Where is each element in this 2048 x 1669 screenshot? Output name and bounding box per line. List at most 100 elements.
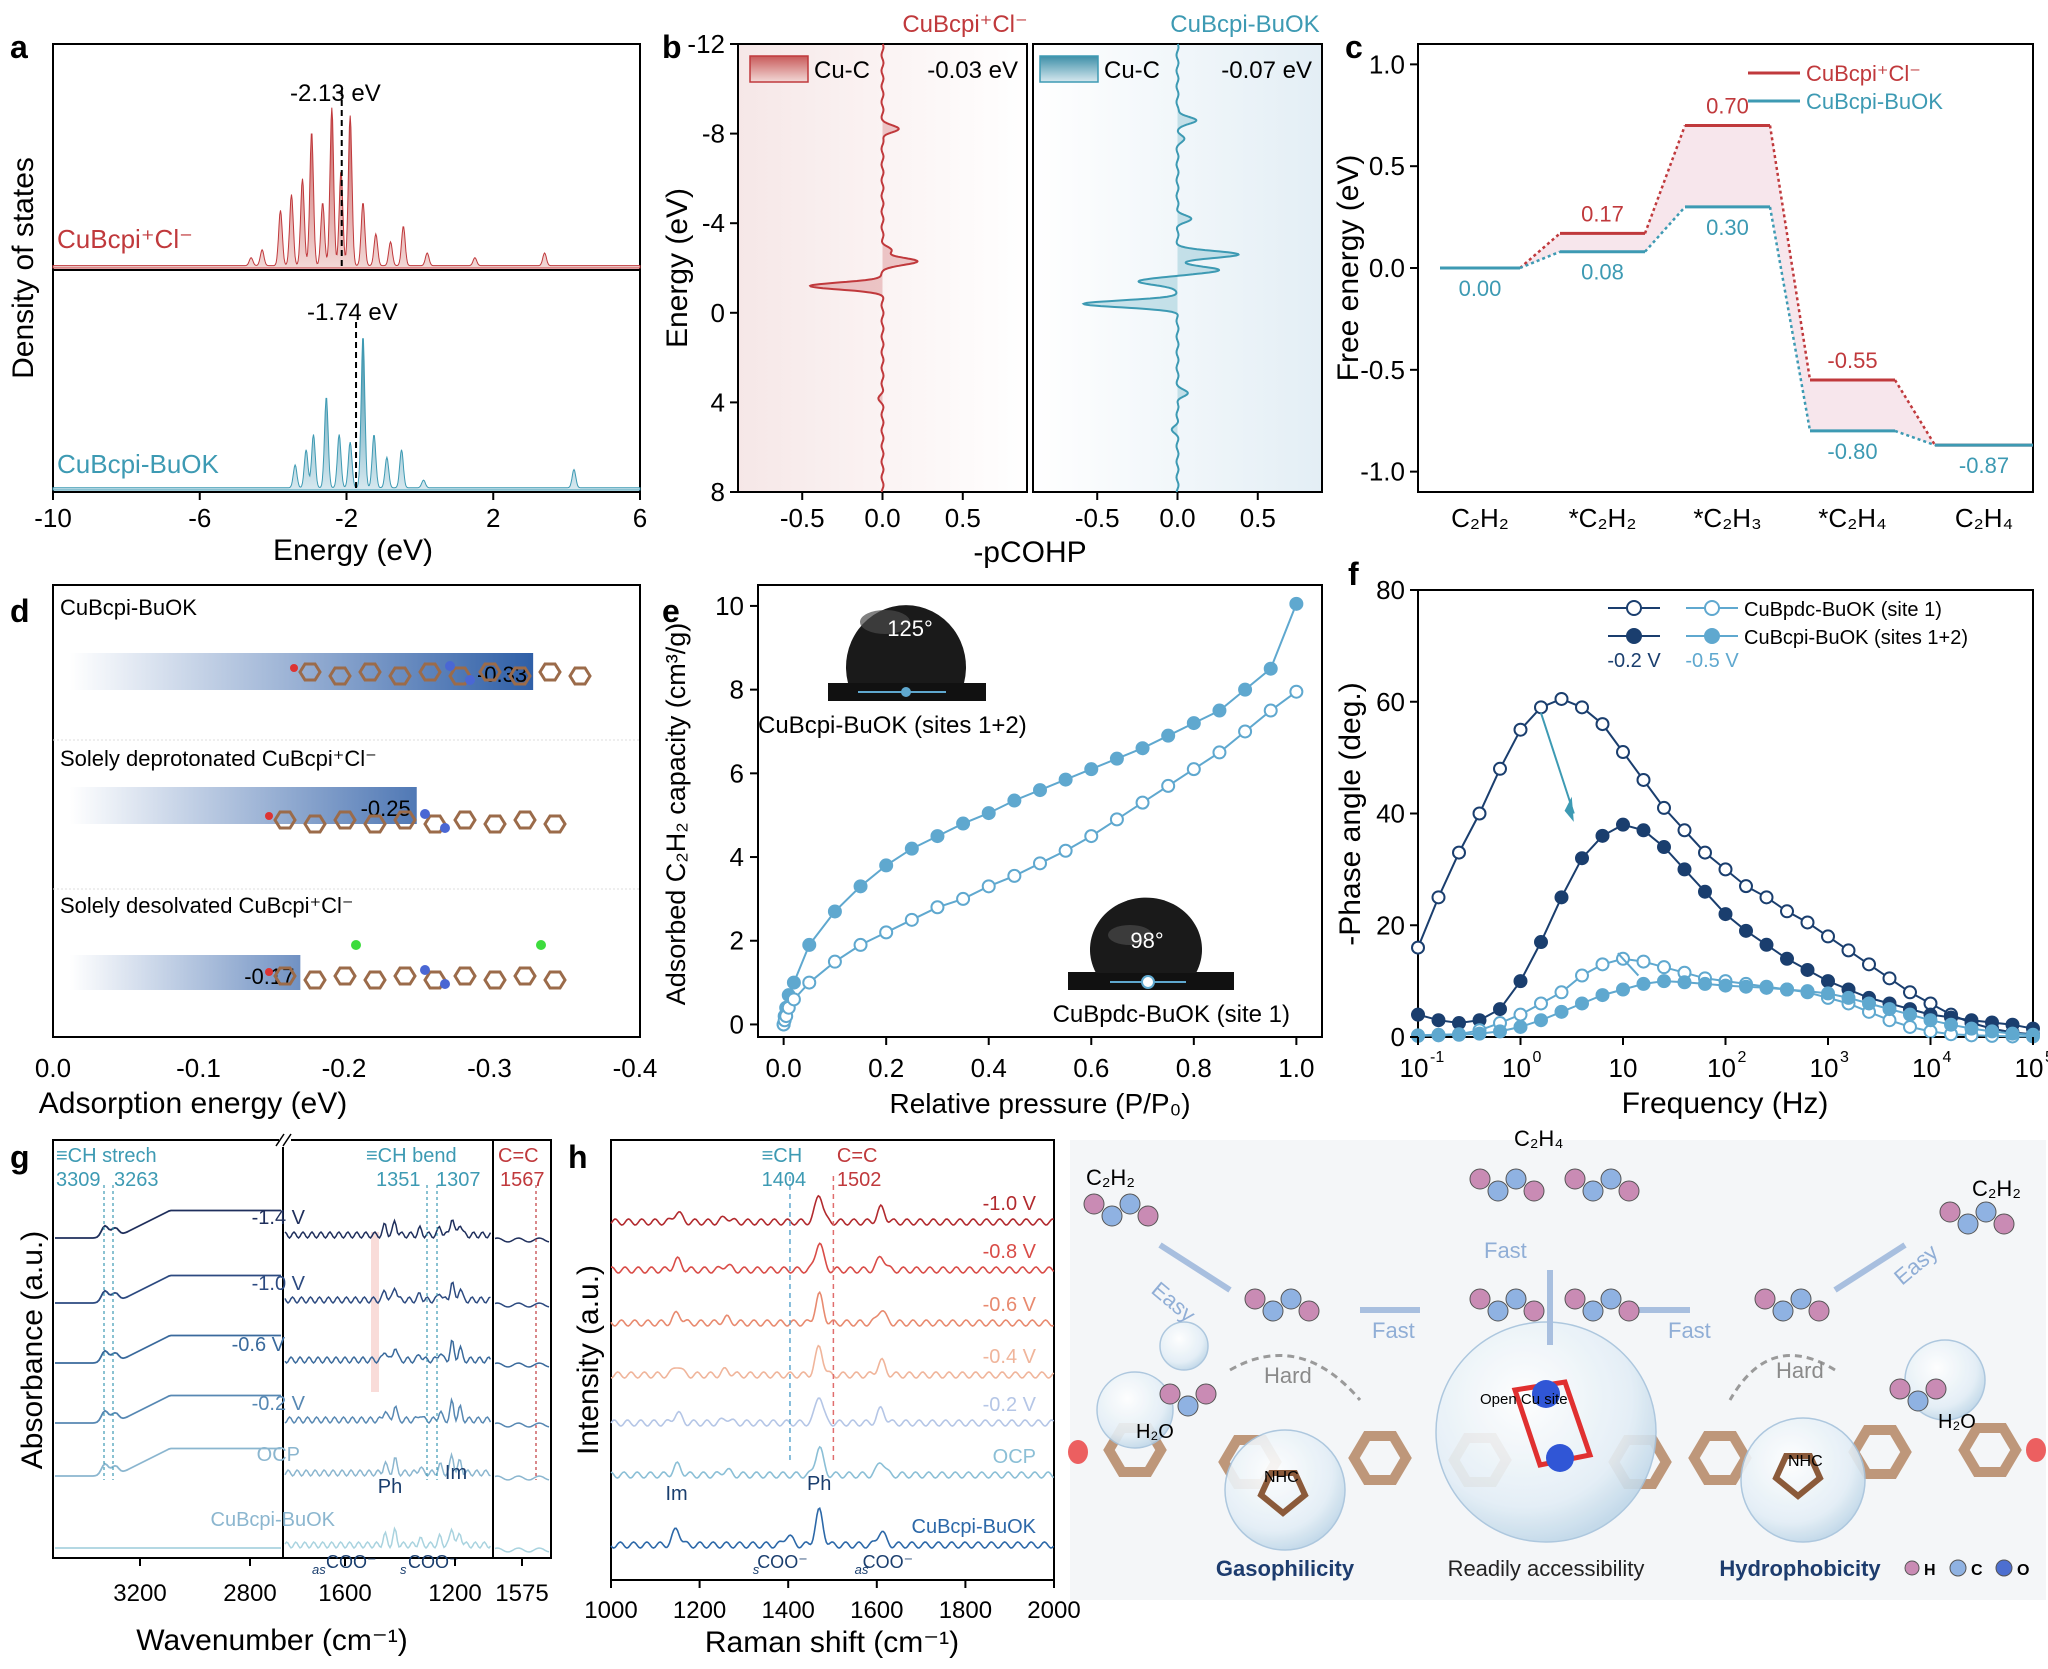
label-open-cu: Open Cu site [1480, 1391, 1568, 1408]
phase-point [1575, 968, 1589, 983]
phase-point [1903, 1007, 1917, 1022]
molecule-atom [1177, 1395, 1199, 1417]
energy-value-label: 0.08 [1581, 260, 1624, 285]
raman-annotation: s [753, 1562, 760, 1577]
y-tick-label-c: -1.0 [1360, 457, 1405, 487]
phase-point [1862, 957, 1876, 972]
raman-spectrum [610, 1445, 1055, 1479]
ir-spectrum-left [55, 1447, 281, 1477]
x-axis-label-a: Energy (eV) [273, 534, 433, 567]
energy-value-label: -0.55 [1827, 348, 1877, 373]
molecule-ring [358, 662, 382, 682]
adsorption-bar [70, 787, 417, 824]
y-tick-label-e: 10 [715, 591, 744, 621]
phase-point [1698, 884, 1712, 899]
phase-point [1493, 1024, 1507, 1039]
legend-f-voltage-1: -0.2 V [1607, 650, 1661, 672]
molecule-atom [1993, 1213, 2015, 1235]
label-hard-right: Hard [1776, 1358, 1824, 1383]
panel-letter-a: a [10, 29, 28, 65]
x-tick-exponent-f: 4 [1943, 1049, 1952, 1066]
atom-legend-o: O [2017, 1562, 2029, 1579]
molecule-atom [1280, 1288, 1302, 1310]
isotherm-point [1135, 741, 1150, 756]
phase-point [1534, 935, 1548, 950]
phase-point [1821, 974, 1835, 989]
x-category-label-c: *C₂H₂ [1569, 503, 1637, 533]
phase-point [1739, 923, 1753, 938]
x-tick-exponent-f: 3 [1840, 1049, 1849, 1066]
phase-point [1800, 984, 1815, 999]
phase-point [1657, 840, 1671, 855]
molecule-atom [1523, 1300, 1545, 1322]
dband-label-a-bottom: -1.74 eV [307, 299, 398, 326]
phase-point [1472, 1026, 1487, 1041]
molecule-atom [1618, 1180, 1640, 1202]
contact-angle-image-1: 125° [828, 605, 986, 701]
legend-f-label-2: CuBcpi-BuOK (sites 1+2) [1744, 627, 1968, 649]
energy-connector [1519, 250, 1561, 270]
ir-annotation: s [400, 1562, 407, 1577]
cohp-curve [1081, 43, 1240, 493]
molecule-atom [1772, 1300, 1794, 1322]
raman-spectrum [610, 1507, 1055, 1549]
phase-point [1759, 980, 1774, 995]
panel-b: CuBcpi⁺Cl⁻ CuBcpi-BuOK Cu-C -0.03 eV Cu-… [661, 11, 1323, 569]
energy-gap-shade [1440, 125, 2033, 446]
molecule-atom [1262, 1300, 1284, 1322]
ir-annotation: COO⁻ [326, 1552, 377, 1572]
molecule-ring [328, 666, 352, 686]
panel-a: CuBcpi⁺Cl⁻ CuBcpi-BuOK -2.13 eV -1.74 eV… [7, 43, 647, 567]
isotherm-point [1238, 682, 1253, 697]
phase-point [1800, 915, 1815, 930]
x-tick-label-a: -10 [34, 503, 72, 533]
contact-angle-caption-2: CuBpdc-BuOK (site 1) [1053, 1001, 1290, 1028]
phase-point [1964, 1021, 1979, 1036]
y-tick-label-c: -0.5 [1360, 355, 1405, 385]
phase-point [1513, 1007, 1528, 1022]
isotherm-point [1212, 745, 1227, 760]
y-axis-label-g: Absorbance (a.u.) [16, 1231, 49, 1469]
phase-point [1411, 1007, 1425, 1022]
energy-value-label: -0.87 [1959, 453, 2009, 478]
phase-point [1903, 1019, 1917, 1034]
flow-arrow [1158, 1242, 1232, 1293]
phase-point [1882, 971, 1897, 986]
phase-point [1616, 982, 1630, 997]
y-tick-label-c: 0.5 [1369, 151, 1405, 181]
energy-connector [1643, 125, 1687, 234]
phase-point [1657, 800, 1671, 815]
ir-spectrum-mid [284, 1397, 492, 1425]
phase-point [1759, 937, 1774, 952]
legend-label-c-red: CuBcpi⁺Cl⁻ [1806, 61, 1921, 86]
raman-annotation: Im [665, 1483, 687, 1505]
x-tick-label-h: 1800 [939, 1597, 992, 1624]
molecule-atom [265, 812, 273, 820]
ir-annotation: ≡CH strech [56, 1145, 157, 1167]
y-tick-label-f: 80 [1376, 575, 1405, 605]
row-label-d-2: Solely deprotonated CuBcpi⁺Cl⁻ [60, 746, 377, 771]
y-tick-label-e: 4 [730, 842, 744, 872]
phase-point [1677, 823, 1692, 838]
isotherm-point [1033, 783, 1047, 798]
ir-spectrum-right [494, 1362, 550, 1368]
isotherm-point [1033, 856, 1047, 871]
x-tick-label-d: 0.0 [35, 1053, 71, 1083]
x-tick-label-g: 1600 [318, 1580, 371, 1607]
contact-angle-1: 125° [887, 616, 933, 641]
cu-atom [1546, 1444, 1574, 1472]
y-tick-label-e: 2 [730, 926, 744, 956]
molecule-atom [465, 675, 475, 685]
panel-c: 0.17 0.70 -0.55 0.00 0.08 0.30 -0.80 -0.87 1.0 0.… [1332, 43, 2034, 533]
phase-point [1636, 772, 1651, 787]
phase-point [1452, 845, 1466, 860]
series-label-a-bottom: CuBcpi-BuOK [57, 449, 219, 479]
x-tick-label-b: 0.0 [1159, 503, 1195, 533]
label-c2h2-right: C₂H₂ [1972, 1176, 2021, 1201]
label-h2o-right: H₂O [1938, 1411, 1976, 1433]
molecule-atom [1159, 1383, 1181, 1405]
panel-g: -1.4 V -1.0 V -0.6 V -0.2 V OCP CuBcpi-BuOK ≡C… [16, 1133, 552, 1657]
molecule-atom [1889, 1378, 1911, 1400]
dos-curve [52, 107, 641, 269]
x-tick-label-h: 1600 [850, 1597, 903, 1624]
